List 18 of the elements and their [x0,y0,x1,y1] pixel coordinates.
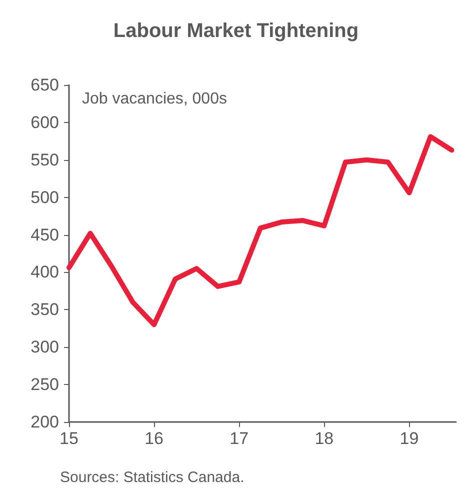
y-tick-label: 200 [30,412,59,432]
y-tick-label: 350 [30,300,59,320]
x-tick-label: 15 [60,429,78,448]
y-tick-label: 250 [30,375,59,394]
y-tick-label: 550 [30,150,59,170]
y-tick-label: 500 [30,188,59,207]
x-tick-label: 18 [314,429,334,448]
y-tick-label: 650 [30,76,59,94]
y-tick-label: 300 [30,338,59,357]
source-note: Sources: Statistics Canada. [60,469,244,486]
x-tick-label: 19 [400,429,419,448]
y-tick-label: 450 [30,225,59,244]
y-tick-label: 400 [30,262,59,282]
x-tick-label: 16 [144,429,164,448]
chart-title: Labour Market Tightening [113,20,359,42]
x-tick-label: 17 [230,429,249,448]
annotation: Job vacancies, 000s [82,90,227,108]
y-tick-label: 600 [30,112,59,132]
